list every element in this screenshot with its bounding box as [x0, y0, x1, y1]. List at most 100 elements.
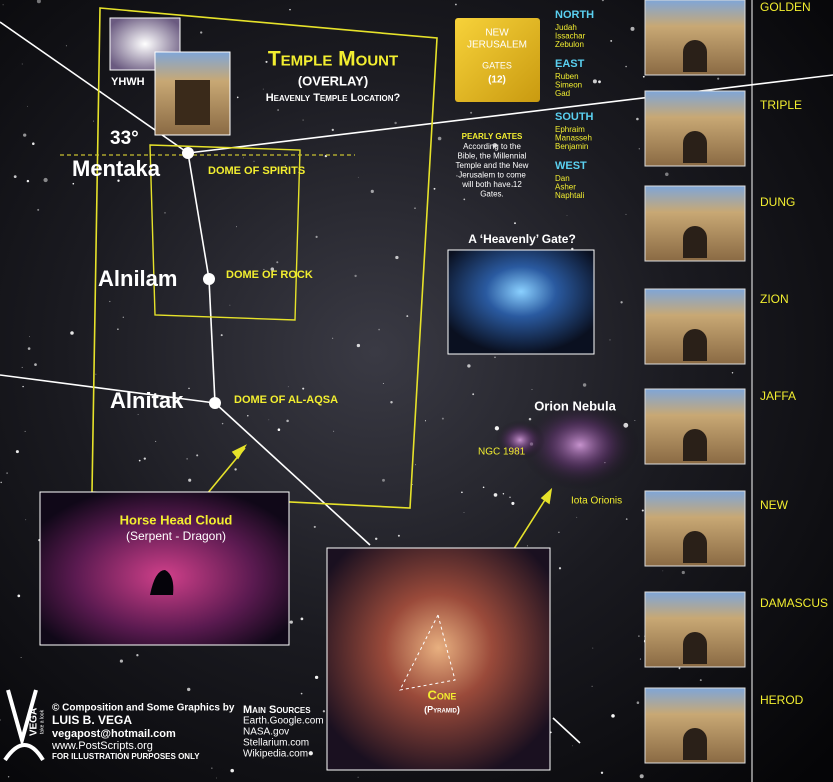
- heavenly-gate-image: [448, 250, 594, 354]
- horse-title: Horse Head Cloud: [120, 512, 233, 527]
- star: [243, 157, 244, 158]
- star: [455, 4, 457, 6]
- tribe-direction: EAST: [555, 58, 585, 70]
- star: [333, 431, 334, 432]
- gate-arch: [683, 429, 707, 461]
- pearly-text: According to the: [463, 142, 521, 151]
- star-name: Mentaka: [72, 156, 161, 181]
- star: [290, 620, 293, 623]
- tribe-name: Zebulon: [555, 40, 584, 49]
- star: [383, 383, 384, 384]
- star: [234, 468, 236, 470]
- star-dot: [203, 273, 215, 285]
- star: [635, 420, 636, 421]
- star: [415, 464, 416, 465]
- overlay-subtitle: (OVERLAY): [298, 73, 368, 88]
- star: [514, 222, 516, 224]
- gate-arch: [683, 131, 707, 163]
- tribe-name: Benjamin: [555, 142, 588, 151]
- star: [22, 64, 23, 65]
- star: [164, 212, 165, 213]
- overlay-title: Temple Mount: [268, 48, 398, 71]
- credit-author: LUIS B. VEGA: [52, 713, 132, 727]
- star: [23, 133, 26, 136]
- star: [470, 112, 472, 114]
- nj-title: NEW: [485, 28, 509, 39]
- star: [276, 261, 278, 263]
- star: [303, 120, 304, 121]
- nj-gates: GATES: [482, 60, 512, 70]
- horse-subtitle: (Serpent - Dragon): [126, 529, 226, 543]
- star: [120, 660, 123, 663]
- star: [665, 173, 669, 177]
- tribe-direction: NORTH: [555, 9, 594, 21]
- gate-arch: [683, 40, 707, 72]
- star-name: Alnilam: [98, 266, 177, 291]
- star: [583, 383, 586, 386]
- credit: FOR ILLUSTRATION PURPOSES ONLY: [52, 752, 200, 761]
- gate-arch: [683, 329, 707, 361]
- star: [472, 393, 474, 395]
- star: [662, 571, 663, 572]
- tribe-name: Gad: [555, 89, 570, 98]
- gate-name: GOLDEN: [760, 0, 811, 14]
- star: [642, 509, 644, 511]
- star: [22, 386, 23, 387]
- star: [375, 538, 377, 540]
- star: [314, 526, 316, 528]
- pearly-text: Jerusalem to come: [458, 171, 526, 180]
- star: [302, 388, 304, 390]
- star: [27, 180, 29, 182]
- star: [247, 415, 248, 416]
- star: [495, 426, 499, 430]
- star: [358, 777, 359, 778]
- source: Earth.Google.com: [243, 716, 324, 727]
- star: [572, 745, 573, 746]
- star: [442, 418, 444, 420]
- overlay-caption: Heavenly Temple Location?: [266, 92, 401, 104]
- star: [332, 338, 333, 339]
- star: [511, 502, 514, 505]
- star: [3, 4, 4, 5]
- star: [211, 768, 212, 769]
- logo-name: VEGA: [29, 708, 40, 736]
- star: [527, 545, 528, 546]
- star: [309, 751, 313, 755]
- star: [461, 491, 463, 493]
- star: [354, 275, 356, 277]
- credit: www.PostScripts.org: [51, 740, 153, 752]
- star: [378, 329, 380, 331]
- star: [610, 339, 611, 340]
- star: [626, 518, 628, 520]
- star: [601, 772, 603, 774]
- page: GOLDENTRIPLEDUNGZIONJAFFANEWDAMASCUSHERO…: [0, 0, 833, 782]
- star: [509, 496, 511, 498]
- star: [22, 367, 23, 368]
- star: [43, 178, 47, 182]
- star: [34, 363, 37, 366]
- star: [236, 226, 237, 227]
- star: [109, 301, 110, 302]
- nebula-label: NGC 1981: [478, 447, 526, 458]
- star: [155, 441, 156, 442]
- tribe-direction: SOUTH: [555, 111, 594, 123]
- star: [316, 236, 318, 238]
- angle-label: 33°: [110, 128, 139, 149]
- star: [95, 374, 96, 375]
- star: [288, 386, 289, 387]
- star: [93, 121, 94, 122]
- star: [8, 776, 9, 777]
- star: [626, 214, 627, 215]
- star: [463, 199, 465, 201]
- star: [37, 209, 39, 211]
- pearly-text: will both have 12: [461, 180, 522, 189]
- star: [503, 493, 504, 494]
- cone-title: Cone: [428, 687, 457, 702]
- star: [28, 347, 31, 350]
- star: [139, 460, 141, 462]
- star: [682, 571, 685, 574]
- star: [406, 315, 408, 317]
- gate-arch: [683, 632, 707, 664]
- logo-tagline: take a look: [39, 709, 45, 734]
- star: [117, 328, 119, 330]
